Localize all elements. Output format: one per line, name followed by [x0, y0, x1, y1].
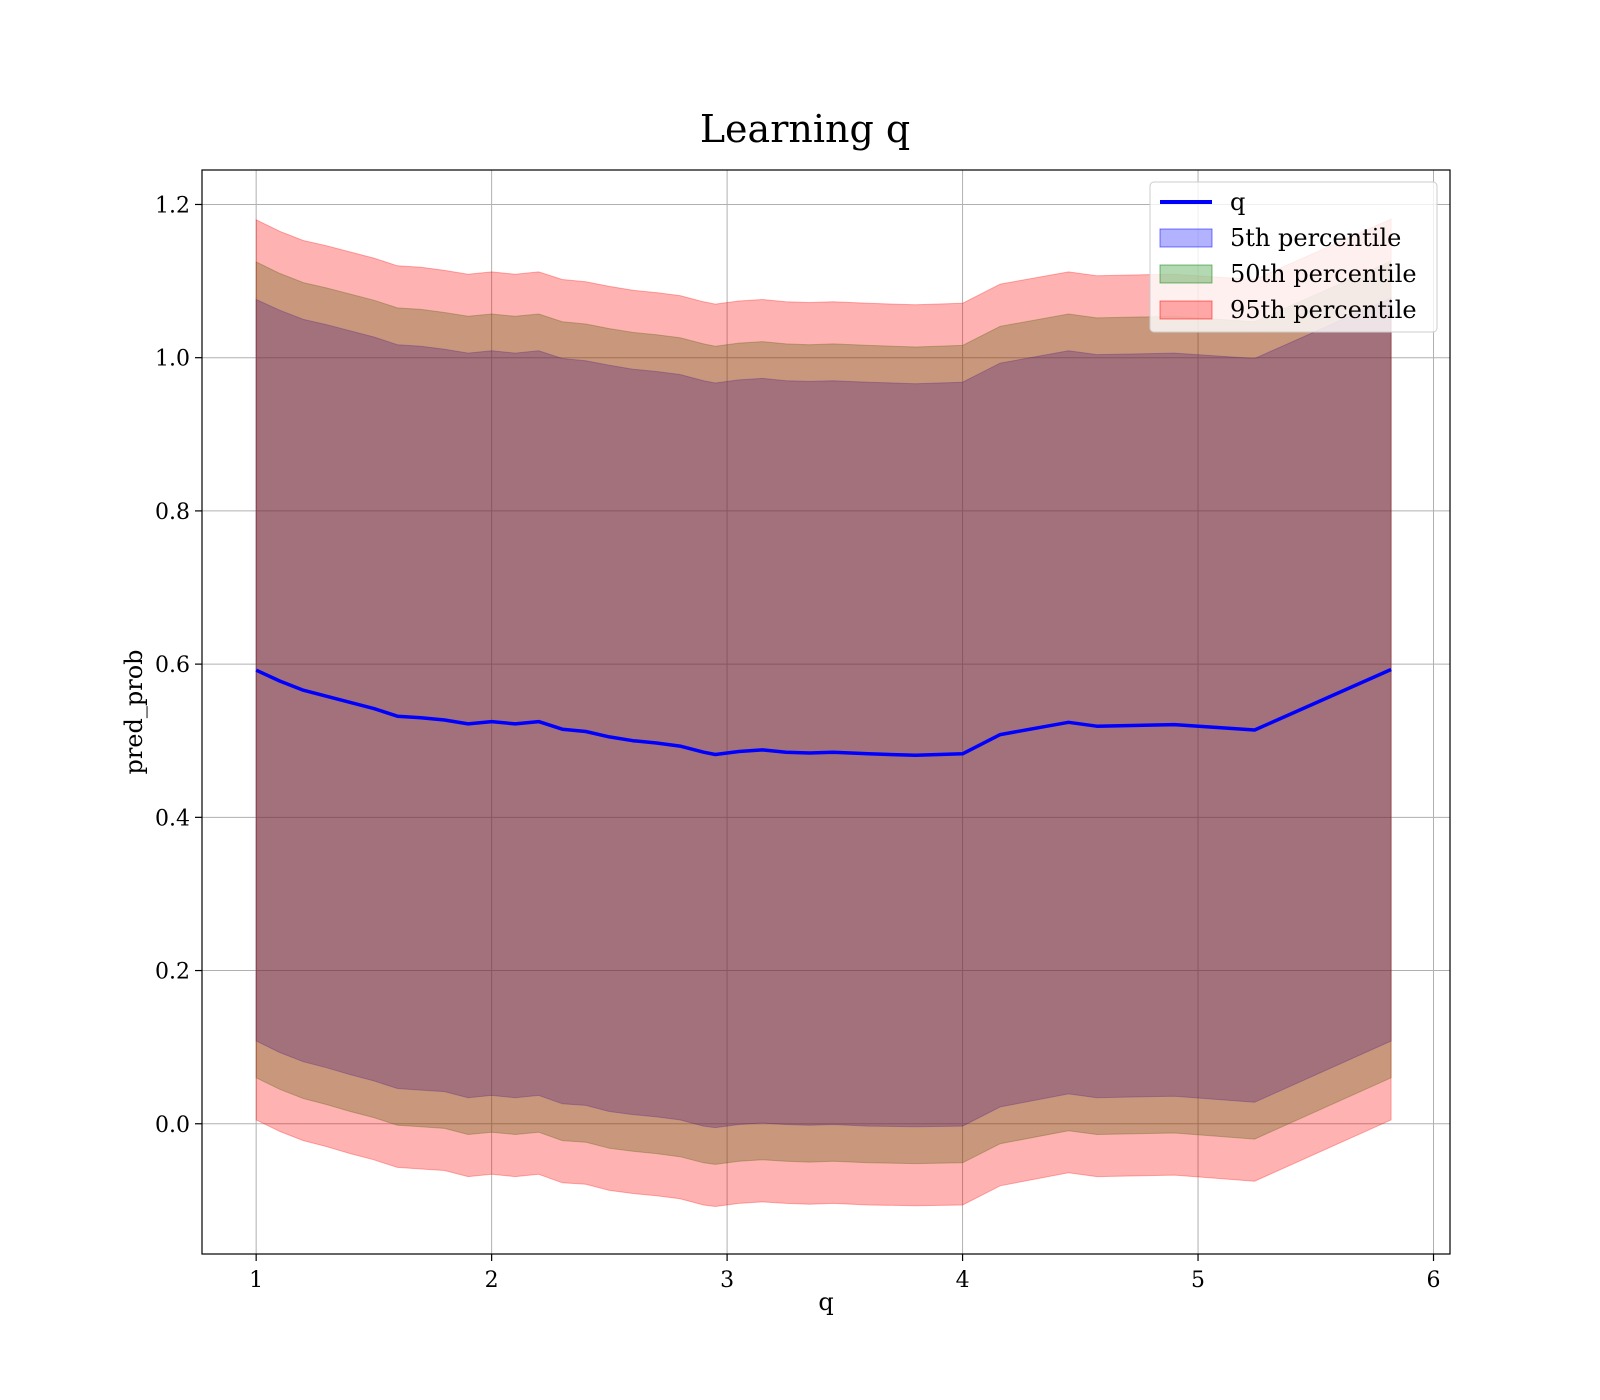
legend-label: 95th percentile [1230, 296, 1417, 324]
chart-title: Learning q [700, 107, 910, 151]
y-tick-label: 0.4 [155, 806, 190, 831]
plot-background [202, 170, 1450, 1254]
y-tick-label: 0.8 [155, 500, 190, 525]
band-50th-percentile [255, 260, 1392, 1165]
x-axis-ticks: 1 2 3 4 5 6 [249, 1254, 1441, 1293]
legend-label: 50th percentile [1230, 260, 1417, 288]
y-axis-label: pred_prob [120, 649, 148, 774]
x-axis-label: q [818, 1288, 833, 1316]
legend: q 5th percentile 50th percentile 95th perce… [1149, 181, 1438, 333]
y-tick-label: 1.2 [155, 193, 190, 218]
y-tick-label: 1.0 [155, 347, 190, 372]
plot-frame [201, 169, 1451, 1255]
y-tick-label: 0.6 [155, 653, 190, 678]
legend-label: 5th percentile [1230, 224, 1401, 252]
x-tick-label: 3 [720, 1268, 734, 1293]
y-tick-label: 0.0 [155, 1113, 190, 1138]
y-tick-label: 0.2 [155, 960, 190, 985]
confidence-bands [255, 218, 1392, 1208]
band-5th-percentile [255, 297, 1392, 1129]
legend-box [1149, 181, 1438, 333]
legend-label: q [1230, 188, 1245, 216]
line-series-q [255, 667, 1392, 758]
x-tick-label: 6 [1427, 1268, 1441, 1293]
plot-area: 1 2 3 4 5 60.00.20.40.60.81.01.2qpred_probq5t… [120, 169, 1451, 1316]
x-tick-label: 5 [1191, 1268, 1205, 1293]
x-tick-label: 2 [485, 1268, 499, 1293]
x-tick-label: 4 [956, 1268, 970, 1293]
y-axis-ticks: 0.0 0.2 0.4 0.6 0.8 1.0 1.2 [155, 193, 202, 1138]
x-tick-label: 1 [249, 1268, 263, 1293]
band-95th-percentile [255, 218, 1392, 1208]
legend-swatch-band [1159, 228, 1213, 248]
grid-lines [202, 170, 1450, 1254]
legend-swatch-band [1159, 300, 1213, 320]
legend-swatch-band [1159, 264, 1213, 284]
